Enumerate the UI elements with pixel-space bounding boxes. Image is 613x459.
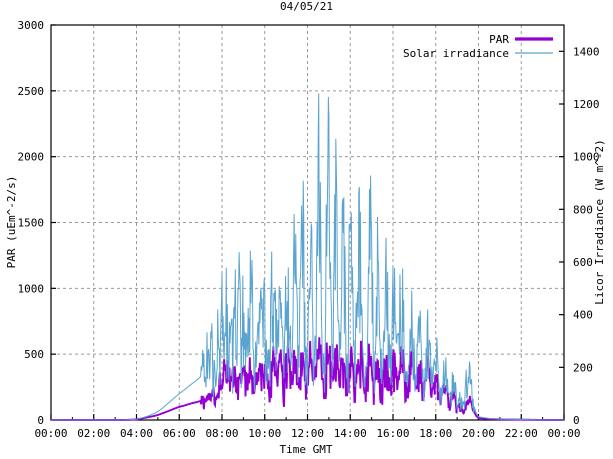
x-tick-label: 00:00 — [547, 427, 580, 440]
x-tick-label: 10:00 — [248, 427, 281, 440]
x-tick-label: 04:00 — [120, 427, 153, 440]
gridlines — [51, 25, 564, 420]
y-tick-label-right: 400 — [573, 309, 593, 322]
y-tick-label-right: 0 — [573, 414, 580, 427]
chart-title: 04/05/21 — [280, 0, 333, 13]
legend-label-solar-irradiance: Solar irradiance — [403, 47, 509, 60]
y-tick-label-left: 0 — [37, 414, 44, 427]
y-axis-label-right: Licor Irradiance (W m^-2) — [593, 139, 606, 305]
x-axis-label: Time GMT — [280, 443, 333, 456]
y-tick-label-left: 2000 — [18, 151, 45, 164]
y-tick-label-right: 1200 — [573, 98, 600, 111]
x-tick-label: 02:00 — [77, 427, 110, 440]
legend-label-par: PAR — [489, 33, 509, 46]
x-tick-label: 06:00 — [163, 427, 196, 440]
y-tick-label-right: 1000 — [573, 151, 600, 164]
y-tick-label-left: 500 — [24, 348, 44, 361]
y-tick-label-left: 1000 — [18, 282, 45, 295]
data-series-layer — [51, 93, 564, 421]
x-tick-label: 16:00 — [376, 427, 409, 440]
y-tick-label-right: 1400 — [573, 45, 600, 58]
y-tick-label-right: 200 — [573, 361, 593, 374]
y-tick-label-right: 600 — [573, 256, 593, 269]
y-tick-label-left: 2500 — [18, 85, 45, 98]
x-tick-label: 12:00 — [291, 427, 324, 440]
x-tick-label: 22:00 — [505, 427, 538, 440]
axis-tick-labels: 0 500 1000 1500 2000 2500 3000 0 200 400 600 800 100… — [18, 19, 600, 440]
x-tick-label: 20:00 — [462, 427, 495, 440]
x-tick-label: 08:00 — [205, 427, 238, 440]
series-line-solar-irradiance — [51, 93, 564, 421]
y-tick-label-left: 1500 — [18, 217, 45, 230]
y-tick-label-left: 3000 — [18, 19, 45, 32]
y-axis-label-left: PAR (uEm^-2/s) — [5, 176, 18, 269]
y-tick-label-right: 800 — [573, 203, 593, 216]
x-tick-label: 14:00 — [334, 427, 367, 440]
x-tick-label: 18:00 — [419, 427, 452, 440]
x-tick-label: 00:00 — [34, 427, 67, 440]
